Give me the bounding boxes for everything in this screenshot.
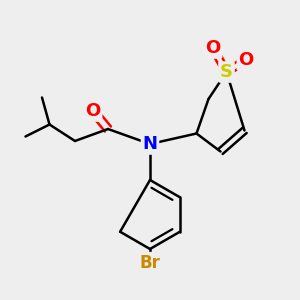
Text: N: N — [142, 135, 158, 153]
Text: S: S — [220, 63, 233, 81]
Text: O: O — [238, 51, 253, 69]
Text: Br: Br — [140, 254, 160, 272]
Text: O: O — [85, 102, 100, 120]
Text: O: O — [206, 39, 220, 57]
